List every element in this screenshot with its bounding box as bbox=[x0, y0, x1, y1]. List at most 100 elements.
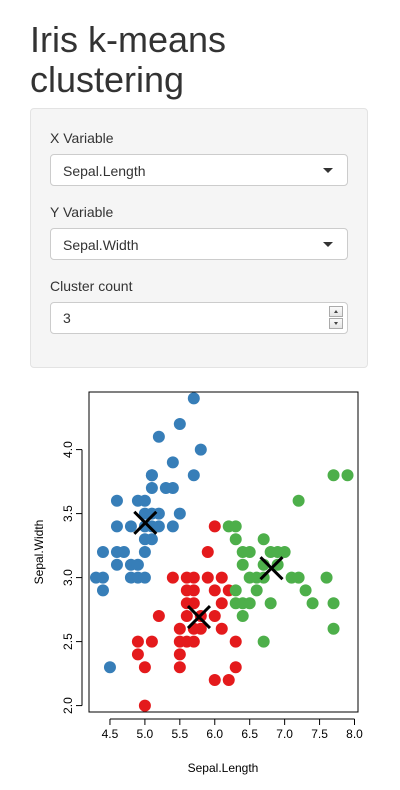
data-point bbox=[180, 610, 193, 622]
data-point bbox=[187, 584, 200, 597]
data-point bbox=[173, 648, 186, 661]
data-point bbox=[292, 571, 305, 584]
data-point bbox=[229, 584, 242, 597]
data-point bbox=[166, 520, 179, 533]
data-point bbox=[208, 674, 221, 686]
data-point bbox=[124, 520, 137, 533]
data-point bbox=[166, 456, 179, 469]
data-points bbox=[89, 392, 354, 712]
y-tick-label: 3.5 bbox=[61, 505, 75, 522]
data-point bbox=[187, 571, 200, 584]
data-point bbox=[215, 571, 228, 584]
data-point bbox=[173, 661, 186, 674]
data-point bbox=[327, 597, 340, 610]
data-point bbox=[145, 635, 158, 648]
cluster-count-input[interactable] bbox=[52, 304, 333, 332]
data-point bbox=[131, 558, 144, 571]
data-point bbox=[96, 546, 109, 558]
data-point bbox=[201, 571, 214, 584]
data-point bbox=[194, 443, 207, 456]
data-point bbox=[222, 674, 235, 686]
data-point bbox=[152, 507, 165, 520]
data-point bbox=[215, 622, 228, 635]
data-point bbox=[299, 584, 312, 597]
y-tick-label: 4.0 bbox=[61, 441, 75, 458]
y-variable-select[interactable]: Sepal.Width bbox=[50, 228, 348, 260]
x-tick-label: 5.0 bbox=[137, 727, 154, 741]
x-tick-label: 6.0 bbox=[206, 727, 223, 741]
data-point bbox=[215, 597, 228, 610]
y-tick-label: 2.5 bbox=[61, 633, 75, 650]
data-point bbox=[110, 520, 123, 533]
plot-box bbox=[88, 391, 359, 713]
page-title: Iris k-means clustering bbox=[30, 19, 227, 100]
data-point bbox=[243, 546, 256, 558]
data-point bbox=[187, 635, 200, 648]
data-point bbox=[208, 584, 221, 597]
data-point bbox=[152, 610, 165, 622]
y-tick-label: 2.0 bbox=[61, 697, 75, 714]
data-point bbox=[145, 482, 158, 494]
data-point bbox=[187, 392, 200, 405]
x-tick-label: 7.0 bbox=[276, 727, 293, 741]
data-point bbox=[131, 635, 144, 648]
y-axis: 2.0 2.5 3.0 3.5 4.0 bbox=[61, 441, 83, 714]
data-point bbox=[138, 546, 151, 558]
number-spinner[interactable] bbox=[329, 306, 343, 330]
scatter-plot: 4.5 5.0 5.5 6.0 6.5 7.0 7.5 8.0 2.0 2.5 3.0 3.5 4.0… bbox=[32, 391, 363, 775]
data-point bbox=[110, 494, 123, 507]
x-tick-label: 4.5 bbox=[102, 727, 119, 741]
data-point bbox=[229, 635, 242, 648]
x-variable-select[interactable]: Sepal.Length bbox=[50, 154, 348, 186]
data-point bbox=[271, 558, 284, 571]
data-point bbox=[250, 584, 263, 597]
data-point bbox=[306, 597, 319, 610]
y-variable-label: Y Variable bbox=[50, 204, 114, 220]
data-point bbox=[236, 558, 249, 571]
data-point bbox=[341, 469, 354, 482]
data-point bbox=[278, 546, 291, 558]
data-point bbox=[152, 430, 165, 443]
data-point bbox=[96, 571, 109, 584]
x-tick-label: 8.0 bbox=[346, 727, 363, 741]
data-point bbox=[138, 571, 151, 584]
data-point bbox=[152, 520, 165, 533]
data-point bbox=[229, 520, 242, 533]
data-point bbox=[327, 469, 340, 482]
data-point bbox=[229, 533, 242, 546]
data-point bbox=[173, 418, 186, 430]
spinner-down-icon[interactable] bbox=[329, 318, 343, 329]
data-point bbox=[138, 494, 151, 507]
data-point bbox=[110, 558, 123, 571]
cluster-count-field[interactable] bbox=[50, 302, 348, 334]
data-point bbox=[292, 494, 305, 507]
data-point bbox=[145, 533, 158, 546]
data-point bbox=[145, 469, 158, 482]
data-point bbox=[208, 520, 221, 533]
cluster-center-marker bbox=[133, 510, 158, 535]
data-point bbox=[187, 597, 200, 610]
data-point bbox=[187, 469, 200, 482]
chevron-down-icon bbox=[323, 168, 333, 173]
data-point bbox=[236, 610, 249, 622]
data-point bbox=[257, 533, 270, 546]
sidebar-panel: X Variable Sepal.Length Y Variable Sepal… bbox=[30, 108, 368, 368]
x-axis-label: Sepal.Length bbox=[188, 761, 259, 775]
x-variable-value: Sepal.Length bbox=[63, 163, 146, 179]
cluster-center-marker bbox=[259, 556, 284, 581]
x-tick-label: 7.5 bbox=[311, 727, 328, 741]
y-axis-label: Sepal.Width bbox=[32, 520, 46, 585]
spinner-up-icon[interactable] bbox=[329, 306, 343, 317]
x-tick-label: 6.5 bbox=[241, 727, 258, 741]
data-point bbox=[103, 661, 116, 674]
data-point bbox=[208, 610, 221, 622]
data-point bbox=[138, 699, 151, 712]
cluster-centers bbox=[133, 510, 284, 630]
data-point bbox=[166, 482, 179, 494]
data-point bbox=[117, 546, 130, 558]
data-point bbox=[201, 546, 214, 558]
data-point bbox=[96, 584, 109, 597]
data-point bbox=[166, 571, 179, 584]
data-point bbox=[138, 661, 151, 674]
data-point bbox=[173, 507, 186, 520]
